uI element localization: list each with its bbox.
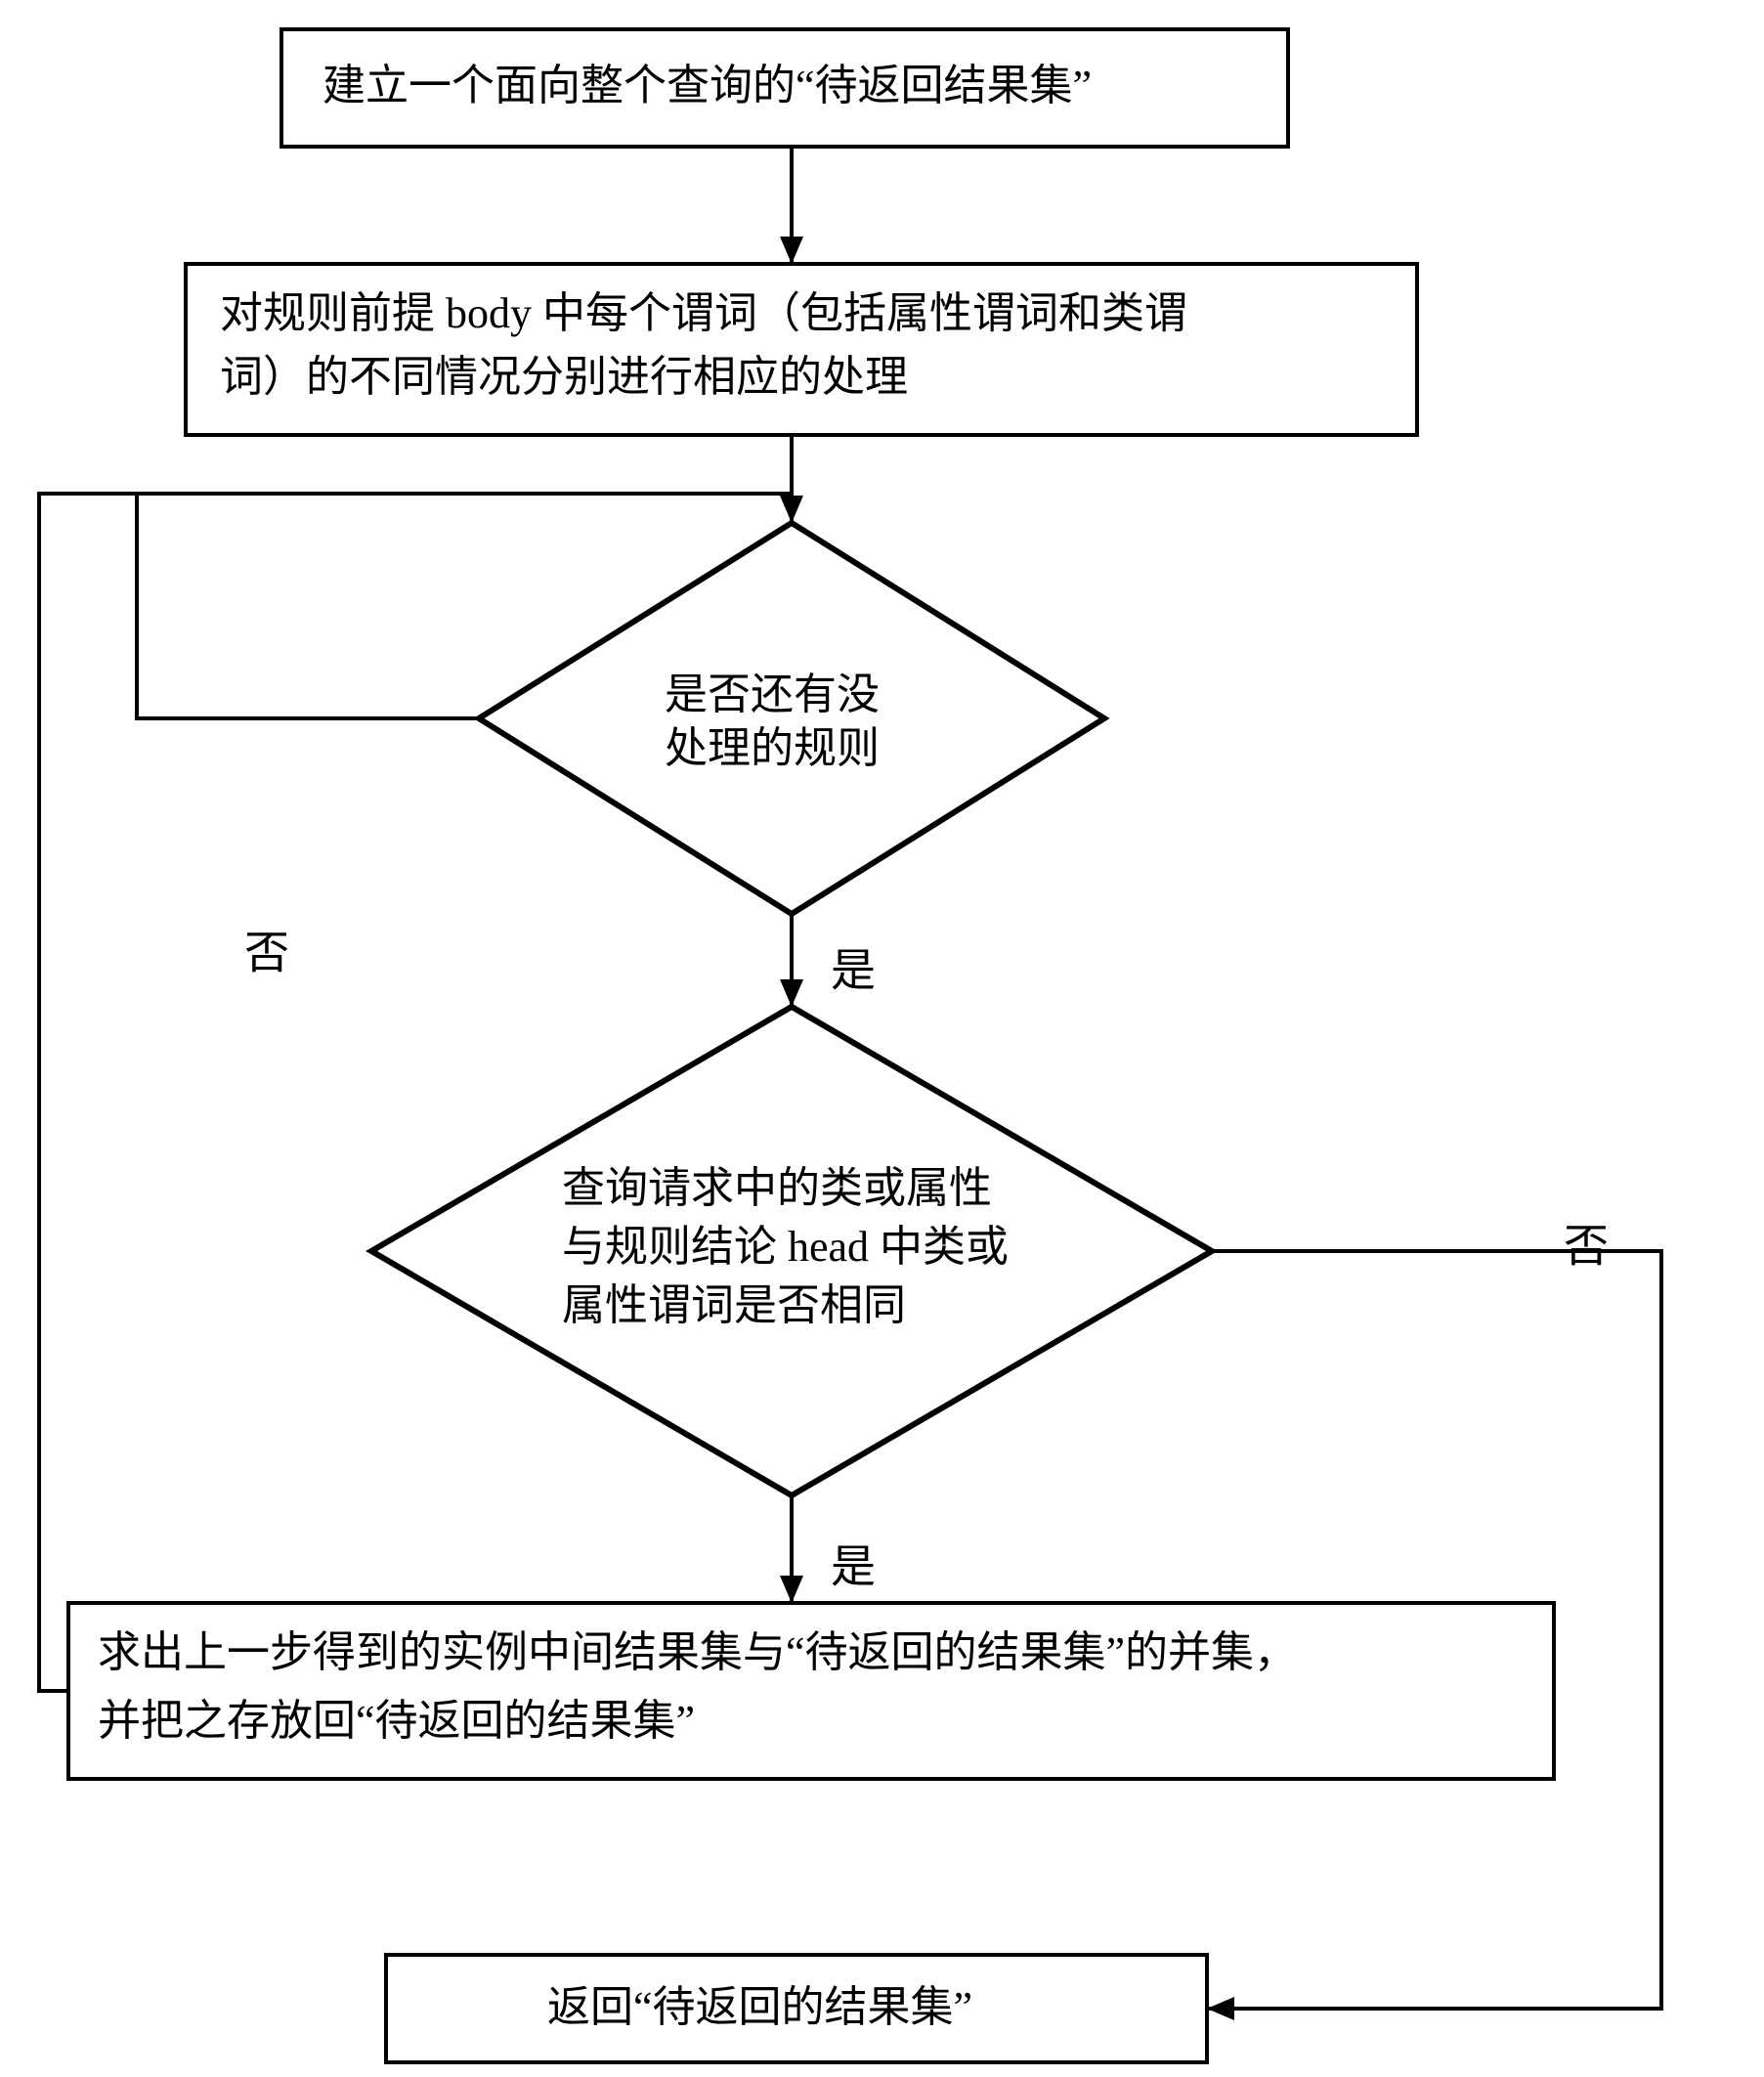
node-text-n1-0: 建立一个面向整个查询的“待返回结果集” — [323, 62, 1092, 109]
node-d1: 是否还有没处理的规则 — [479, 523, 1104, 914]
node-n1: 建立一个面向整个查询的“待返回结果集” — [281, 29, 1288, 147]
edge-label-e3: 是 — [831, 946, 876, 996]
node-text-d2-0: 查询请求中的类或属性 — [562, 1164, 992, 1212]
edge-e6 — [137, 494, 479, 718]
node-n2: 对规则前提 body 中每个谓词（包括属性谓词和类谓词）的不同情况分别进行相应的… — [186, 264, 1417, 435]
node-n3: 求出上一步得到的实例中间结果集与“待返回的结果集”的并集， 并把之存放回“待返回的… — [68, 1603, 1554, 1779]
node-text-d1-1: 处理的规则 — [665, 724, 880, 772]
node-text-d2-2: 属性谓词是否相同 — [562, 1281, 906, 1329]
edge-label-e7: 否 — [1564, 1222, 1609, 1272]
node-text-d1-0: 是否还有没 — [665, 671, 880, 718]
node-d2: 查询请求中的类或属性与规则结论 head 中类或属性谓词是否相同 — [371, 1007, 1212, 1495]
node-text-n3-1: 并把之存放回“待返回的结果集” — [98, 1697, 695, 1745]
edge-label-e4: 是 — [831, 1542, 876, 1592]
node-text-n3-0: 求出上一步得到的实例中间结果集与“待返回的结果集”的并集， — [98, 1628, 1297, 1676]
edge-label-e6: 否 — [244, 929, 289, 978]
node-text-n4-0: 返回“待返回的结果集” — [547, 1983, 972, 2031]
node-text-n2-1: 词）的不同情况分别进行相应的处理 — [220, 353, 908, 401]
node-text-d2-1: 与规则结论 head 中类或 — [562, 1223, 1009, 1271]
node-n4: 返回“待返回的结果集” — [386, 1955, 1207, 2062]
node-text-n2-0: 对规则前提 body 中每个谓词（包括属性谓词和类谓 — [220, 289, 1187, 337]
